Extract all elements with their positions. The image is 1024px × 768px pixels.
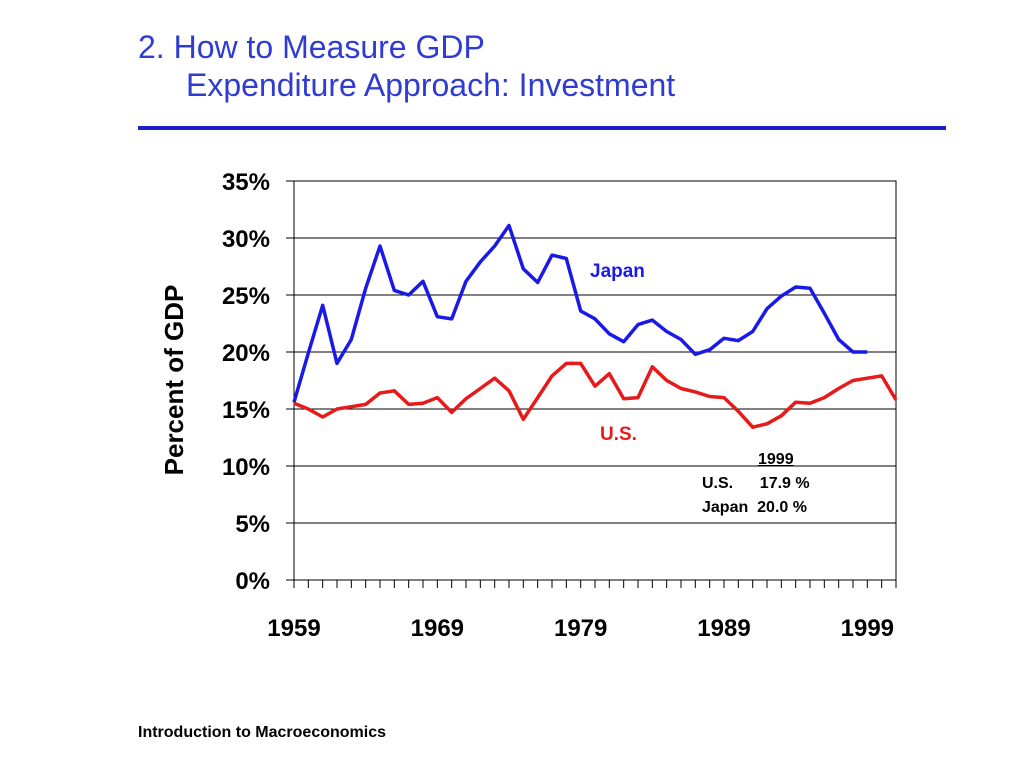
title-line-2: Expenditure Approach: Investment [186, 67, 676, 103]
y-tick-label: 30% [222, 226, 270, 253]
inset-us-label: U.S. [702, 475, 734, 492]
series-line-japan [292, 223, 868, 403]
x-tick-label: 1999 [841, 615, 894, 642]
inset-japan-label: Japan [702, 499, 749, 516]
title-line-1: 2. How to Measure GDP [138, 29, 485, 65]
japan-series-label: Japan [590, 261, 645, 282]
x-tick-label: 1959 [267, 615, 320, 642]
x-tick-label: 1969 [411, 615, 464, 642]
grid-layer [293, 180, 897, 581]
y-tick-label: 25% [222, 283, 270, 310]
title-underline-rule [138, 126, 946, 130]
x-tick-label: 1989 [697, 615, 750, 642]
y-tick-label: 20% [222, 340, 270, 367]
year-1999-inset: 1999 U.S. 17.9 % Japan 20.0 % [702, 448, 810, 520]
series-layer [292, 223, 898, 429]
y-tick-label: 0% [235, 568, 270, 595]
y-tick-label: 35% [222, 169, 270, 196]
inset-us-row: U.S. 17.9 % [702, 472, 810, 496]
y-tick-label: 15% [222, 397, 270, 424]
slide-title: 2. How to Measure GDP Expenditure Approa… [138, 28, 675, 104]
plot-frame [293, 180, 897, 581]
axis-layer: 0% 5% 10% 15% 20% 25% 30% 35% 1959 1969 1979 1989 19… [222, 169, 897, 642]
y-tick-label: 5% [235, 511, 270, 538]
inset-japan-value: 20.0 % [757, 499, 807, 516]
y-tick-label: 10% [222, 454, 270, 481]
slide-footer: Introduction to Macroeconomics [138, 724, 387, 741]
series-line-us [293, 361, 898, 429]
x-tick-label: 1979 [554, 615, 607, 642]
inset-year: 1999 [758, 451, 794, 468]
y-axis-label: Percent of GDP [159, 285, 189, 476]
us-series-label: U.S. [600, 424, 637, 445]
inset-us-value: 17.9 % [759, 475, 810, 492]
inset-japan-row: Japan 20.0 % [702, 496, 810, 520]
